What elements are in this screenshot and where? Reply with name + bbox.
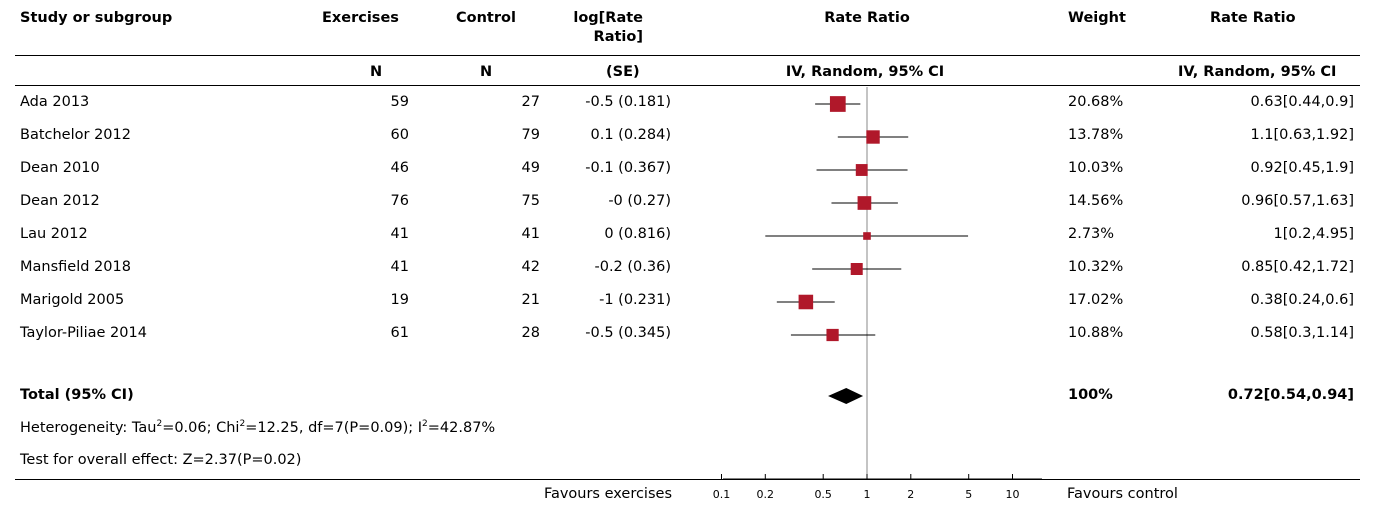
x-tick-label: 0.1 [713, 488, 731, 501]
header-plot-title: Rate Ratio [824, 10, 910, 26]
favours-left-label: Favours exercises [543, 486, 672, 502]
study-weight: 17.02% [1068, 292, 1124, 308]
study-n1: 76 [390, 193, 409, 209]
study-weight: 2.73% [1068, 226, 1115, 242]
point-estimate-marker [855, 164, 868, 176]
study-ci-text: 0.85[0.42,1.72] [1241, 259, 1354, 275]
header-group1: Exercises [322, 10, 399, 26]
heterogeneity-text: Heterogeneity: Tau2=0.06; Chi2=12.25, df… [20, 419, 496, 436]
study-name: Ada 2013 [20, 94, 90, 110]
header-group2: Control [456, 10, 516, 26]
total-ci-text: 0.72[0.54,0.94] [1227, 387, 1354, 403]
x-tick-label: 2 [907, 488, 914, 501]
point-estimate-marker [826, 328, 839, 342]
study-weight: 13.78% [1068, 127, 1124, 143]
study-n2: 79 [521, 127, 540, 143]
study-n2: 27 [521, 94, 540, 110]
header-rule [15, 55, 1360, 56]
point-estimate-marker [866, 130, 880, 144]
x-tick-label: 1 [864, 488, 871, 501]
point-estimate-marker [829, 96, 846, 112]
x-tick-label: 0.2 [757, 488, 775, 501]
study-estimate: -0.2 (0.36) [594, 259, 671, 275]
subheader-n2: N [480, 64, 493, 80]
study-estimate: -0.5 (0.181) [585, 94, 671, 110]
overall-effect-test: Test for overall effect: Z=2.37(P=0.02) [20, 452, 302, 468]
study-estimate: 0 (0.816) [604, 226, 671, 242]
study-name: Mansfield 2018 [20, 259, 131, 275]
study-estimate: -0 (0.27) [608, 193, 671, 209]
study-n2: 28 [521, 325, 540, 341]
point-estimate-marker [857, 196, 872, 210]
total-weight: 100% [1068, 387, 1113, 403]
study-n1: 41 [390, 259, 409, 275]
study-weight: 10.32% [1068, 259, 1124, 275]
header-estimate-line1: log[Rate [573, 10, 643, 26]
study-estimate: -0.5 (0.345) [585, 325, 671, 341]
point-estimate-marker [850, 263, 863, 275]
header-study: Study or subgroup [20, 10, 173, 26]
study-ci-text: 0.58[0.3,1.14] [1250, 325, 1354, 341]
study-n1: 61 [390, 325, 409, 341]
header-estimate-line2: Ratio] [593, 29, 643, 45]
study-n2: 21 [521, 292, 540, 308]
study-weight: 10.88% [1068, 325, 1124, 341]
study-name: Dean 2010 [20, 160, 100, 176]
pooled-diamond [828, 388, 864, 404]
bottom-rule [15, 479, 1360, 480]
study-n1: 19 [390, 292, 409, 308]
subheader-se: (SE) [606, 64, 640, 80]
subheader-plot-method: IV, Random, 95% CI [785, 64, 945, 80]
subheader-n1: N [370, 64, 383, 80]
study-ci-text: 1[0.2,4.95] [1273, 226, 1355, 242]
study-name: Taylor-Piliae 2014 [20, 325, 147, 341]
x-tick-label: 10 [1006, 488, 1020, 501]
study-estimate: -1 (0.231) [599, 292, 671, 308]
study-weight: 14.56% [1068, 193, 1124, 209]
study-n1: 46 [390, 160, 409, 176]
subheader-effect-method: IV, Random, 95% CI [1178, 64, 1337, 80]
point-estimate-marker [863, 232, 871, 240]
study-n2: 75 [521, 193, 540, 209]
header-weight: Weight [1068, 10, 1126, 26]
study-name: Lau 2012 [20, 226, 88, 242]
study-n2: 41 [521, 226, 540, 242]
study-n1: 60 [390, 127, 409, 143]
study-ci-text: 0.96[0.57,1.63] [1241, 193, 1354, 209]
header-effect-title: Rate Ratio [1210, 10, 1296, 26]
total-label: Total (95% CI) [20, 387, 134, 403]
study-n1: 59 [390, 94, 409, 110]
study-n2: 42 [521, 259, 540, 275]
study-n2: 49 [521, 160, 540, 176]
subheader-rule [15, 85, 1360, 86]
study-name: Dean 2012 [20, 193, 100, 209]
point-estimate-marker [798, 294, 814, 310]
study-ci-text: 0.38[0.24,0.6] [1250, 292, 1354, 308]
study-weight: 10.03% [1068, 160, 1124, 176]
study-estimate: -0.1 (0.367) [585, 160, 671, 176]
x-tick-label: 5 [965, 488, 972, 501]
x-tick-label: 0.5 [814, 488, 832, 501]
study-estimate: 0.1 (0.284) [590, 127, 672, 143]
favours-right-label: Favours control [1067, 486, 1178, 502]
study-ci-text: 0.92[0.45,1.9] [1250, 160, 1354, 176]
study-name: Marigold 2005 [20, 292, 125, 308]
study-ci-text: 1.1[0.63,1.92] [1250, 127, 1354, 143]
study-weight: 20.68% [1068, 94, 1124, 110]
study-name: Batchelor 2012 [20, 127, 131, 143]
study-ci-text: 0.63[0.44,0.9] [1250, 94, 1354, 110]
study-n1: 41 [390, 226, 409, 242]
